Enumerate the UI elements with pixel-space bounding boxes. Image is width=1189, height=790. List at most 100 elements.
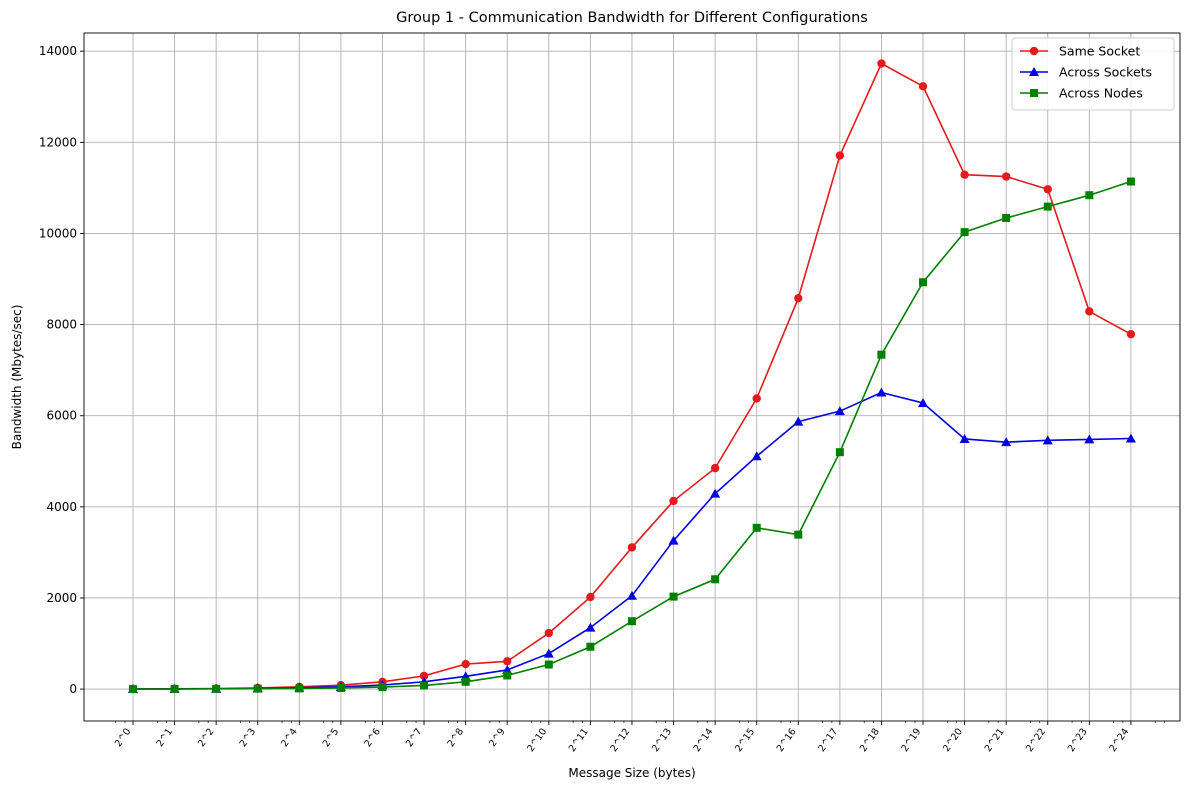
x-tick-label: 2^21 — [983, 726, 1007, 754]
data-point — [918, 82, 928, 91]
data-point — [1043, 185, 1052, 194]
y-axis: 0 2000 4000 6000 8000 10000 12000 14000 — [39, 44, 84, 696]
x-tick-label: 2^10 — [525, 726, 549, 754]
series-group — [128, 59, 1136, 694]
data-point — [419, 671, 429, 681]
data-point — [1001, 172, 1011, 181]
data-point — [336, 683, 345, 692]
data-point — [711, 575, 720, 584]
data-point — [1085, 307, 1094, 316]
x-tick-label: 2^5 — [321, 726, 342, 749]
data-point — [1125, 433, 1136, 443]
y-tick-label: 8000 — [46, 318, 77, 332]
data-point — [710, 488, 721, 498]
data-point — [877, 59, 886, 68]
x-tick-label: 2^24 — [1107, 726, 1131, 754]
data-point — [627, 543, 637, 552]
legend-item: Across Sockets — [1020, 65, 1152, 80]
data-point — [420, 681, 429, 690]
data-point — [378, 683, 387, 692]
grid-lines — [84, 33, 1180, 721]
data-point — [1029, 67, 1039, 76]
data-point — [752, 523, 761, 532]
data-point — [170, 684, 179, 693]
legend: Same Socket Across Sockets Across Nodes — [1011, 37, 1175, 111]
plot-frame — [83, 32, 1181, 722]
x-tick-label: 2^17 — [816, 726, 840, 754]
data-point — [1084, 434, 1095, 444]
x-tick-label: 2^20 — [941, 726, 965, 754]
data-point — [960, 228, 969, 237]
data-point — [835, 151, 845, 160]
data-point — [793, 416, 804, 426]
data-point — [835, 448, 844, 457]
chart-title: Group 1 - Communication Bandwidth for Di… — [396, 10, 868, 26]
x-tick-label: 2^11 — [567, 726, 591, 754]
data-point — [585, 622, 596, 632]
data-point — [212, 684, 221, 693]
x-tick-label: 2^7 — [404, 726, 425, 749]
data-point — [1126, 177, 1135, 186]
data-point — [960, 170, 969, 179]
data-point — [1030, 89, 1038, 97]
data-point — [461, 677, 470, 686]
x-tick-label: 2^13 — [650, 726, 674, 754]
y-tick-label: 6000 — [46, 409, 77, 423]
data-point — [253, 684, 262, 693]
data-point — [1043, 202, 1052, 211]
legend-label: Same Socket — [1059, 44, 1140, 59]
data-point — [544, 628, 553, 638]
data-point — [919, 278, 928, 287]
x-tick-label: 2^4 — [279, 726, 300, 749]
data-point — [710, 463, 720, 473]
data-point — [751, 451, 762, 461]
x-tick-label: 2^0 — [113, 726, 134, 749]
data-point — [1001, 437, 1012, 447]
data-point — [544, 660, 553, 669]
data-point — [794, 530, 803, 539]
data-point — [129, 685, 137, 694]
y-tick-label: 0 — [69, 682, 77, 696]
legend-label: Across Sockets — [1059, 65, 1152, 80]
data-point — [627, 617, 636, 626]
x-tick-label: 2^2 — [196, 726, 217, 749]
y-tick-label: 12000 — [39, 135, 77, 149]
legend-item: Same Socket — [1020, 44, 1140, 59]
x-tick-label: 2^1 — [155, 726, 176, 749]
data-point — [1126, 329, 1136, 339]
data-point — [876, 387, 887, 397]
x-tick-label: 2^8 — [446, 726, 467, 749]
data-point — [586, 592, 595, 602]
x-axis-label: Message Size (bytes) — [568, 766, 695, 780]
data-point — [794, 293, 803, 303]
data-point — [1029, 46, 1039, 56]
x-tick-label: 2^14 — [692, 726, 716, 754]
data-point — [918, 397, 929, 407]
data-point — [669, 496, 678, 506]
data-point — [503, 657, 512, 666]
x-tick-label: 2^23 — [1066, 726, 1090, 754]
data-point — [959, 433, 970, 443]
data-point — [1085, 191, 1094, 200]
data-point — [668, 535, 679, 545]
data-point — [1002, 213, 1011, 222]
x-tick-label: 2^15 — [733, 726, 757, 754]
data-point — [1042, 435, 1053, 445]
data-point — [669, 592, 678, 601]
x-axis: 2^0 2^1 2^2 2^3 2^4 2^5 2^6 2^7 2^8 2^9 2^10 2^11 2^… — [113, 721, 1165, 754]
data-point — [834, 406, 845, 416]
x-tick-label: 2^6 — [362, 726, 383, 749]
y-tick-label: 10000 — [39, 226, 77, 240]
series-across-nodes — [129, 177, 1135, 694]
data-point — [626, 590, 637, 600]
y-tick-label: 14000 — [39, 44, 77, 58]
legend-label: Across Nodes — [1059, 86, 1143, 101]
data-point — [752, 394, 761, 403]
legend-box — [1011, 37, 1175, 111]
x-tick-label: 2^3 — [238, 726, 259, 749]
x-tick-label: 2^22 — [1024, 726, 1048, 754]
y-tick-label: 4000 — [46, 500, 77, 514]
data-point — [461, 659, 470, 669]
y-axis-label: Bandwidth (Mbytes/sec) — [10, 305, 24, 450]
